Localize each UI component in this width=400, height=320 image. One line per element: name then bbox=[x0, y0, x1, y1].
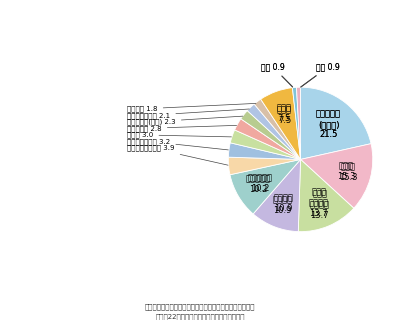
Text: 不明 0.9: 不明 0.9 bbox=[261, 62, 293, 87]
Wedge shape bbox=[298, 159, 354, 232]
Text: 脳血管疾患
(脳卒中)
21.5: 脳血管疾患 (脳卒中) 21.5 bbox=[316, 109, 341, 140]
Wedge shape bbox=[300, 87, 371, 159]
Text: 視覚・聴覚障害 2.1: 視覚・聴覚障害 2.1 bbox=[127, 109, 249, 119]
Text: 骨折・転倒
10.2: 骨折・転倒 10.2 bbox=[248, 174, 273, 193]
Text: 糖尿病 3.0: 糖尿病 3.0 bbox=[127, 132, 232, 138]
Wedge shape bbox=[228, 157, 300, 175]
Text: 心疾患（心臓病） 3.9: 心疾患（心臓病） 3.9 bbox=[127, 145, 228, 165]
Text: 認知症
15.3: 認知症 15.3 bbox=[337, 162, 355, 181]
Text: 関節疾患
10.9: 関節疾患 10.9 bbox=[274, 193, 294, 213]
Wedge shape bbox=[230, 159, 300, 214]
Wedge shape bbox=[300, 144, 373, 208]
Wedge shape bbox=[296, 87, 300, 159]
Text: 脳血管疾患
(脳卒中)
21.5: 脳血管疾患 (脳卒中) 21.5 bbox=[316, 109, 341, 140]
Text: （平成22年国民生活基礎調査：厚生労働省）: （平成22年国民生活基礎調査：厚生労働省） bbox=[155, 313, 245, 320]
Wedge shape bbox=[253, 159, 300, 232]
Wedge shape bbox=[292, 87, 300, 159]
Text: その他
7.5: その他 7.5 bbox=[277, 106, 292, 125]
Text: その他
7.5: その他 7.5 bbox=[276, 104, 291, 123]
Text: 要介護度別にみた介護が必要となった主な原因の構成割合: 要介護度別にみた介護が必要となった主な原因の構成割合 bbox=[145, 304, 255, 310]
Text: パーキンソン病 3.2: パーキンソン病 3.2 bbox=[127, 138, 228, 150]
Text: 高齢に
よる衰弱
13.7: 高齢に よる衰弱 13.7 bbox=[309, 188, 329, 218]
Text: 脖髄損傷 1.8: 脖髄損傷 1.8 bbox=[127, 103, 256, 112]
Wedge shape bbox=[228, 143, 300, 159]
Text: 不明 0.9: 不明 0.9 bbox=[261, 62, 293, 87]
Wedge shape bbox=[261, 88, 300, 159]
Text: 骨折・転倒
10.2: 骨折・転倒 10.2 bbox=[246, 175, 271, 194]
Text: 不詳 0.9: 不詳 0.9 bbox=[301, 62, 340, 87]
Wedge shape bbox=[241, 111, 300, 159]
Text: 悪性新生物(がん) 2.3: 悪性新生物(がん) 2.3 bbox=[127, 116, 243, 125]
Wedge shape bbox=[247, 104, 300, 159]
Wedge shape bbox=[254, 99, 300, 159]
Wedge shape bbox=[235, 119, 300, 159]
Text: 呼吸器疾患 2.8: 呼吸器疾患 2.8 bbox=[127, 125, 237, 132]
Text: 不詳 0.9: 不詳 0.9 bbox=[301, 62, 340, 87]
Text: 関節疾患
10.9: 関節疾患 10.9 bbox=[273, 196, 293, 215]
Wedge shape bbox=[230, 130, 300, 159]
Text: 高齢に
よる衰弱
13.7: 高齢に よる衰弱 13.7 bbox=[310, 190, 330, 220]
Text: 認知症
15.3: 認知症 15.3 bbox=[339, 162, 357, 182]
